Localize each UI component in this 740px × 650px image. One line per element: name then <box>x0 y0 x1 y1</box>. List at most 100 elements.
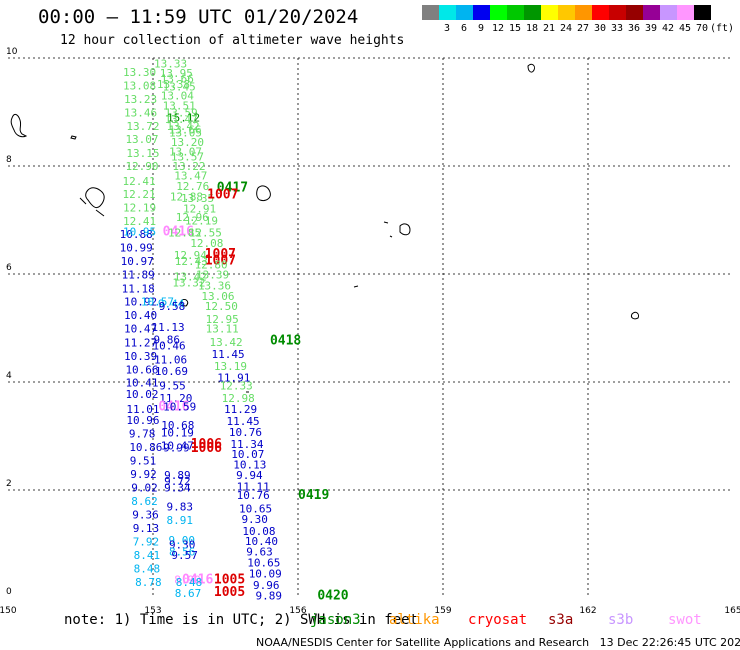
wave-height-label: 13.47 <box>165 113 198 126</box>
credit-stamp: 13 Dec 22:26:45 UTC 2024 <box>599 636 740 649</box>
wave-height-label: 9.57 <box>171 549 198 562</box>
satellite-legend-item: jason3 <box>310 612 361 628</box>
wave-height-label: 10.92 <box>124 295 157 308</box>
wave-height-label: 8.62 <box>131 495 158 508</box>
wave-height-label: 9.13 <box>133 522 160 535</box>
wave-height-label: 13.39 <box>196 268 229 281</box>
scale-label: 15 <box>508 23 522 34</box>
wave-height-label: 12.41 <box>123 175 156 188</box>
scale-label: 39 <box>644 23 658 34</box>
scale-swatch <box>575 5 592 20</box>
scale-label: 27 <box>576 23 590 34</box>
wave-height-label: 9.89 <box>164 469 191 482</box>
pass-time-label: 0416 <box>158 400 189 415</box>
wave-height-label: 8.48 <box>134 563 161 576</box>
island-mid-small <box>180 285 359 393</box>
wave-height-label: 8.67 <box>175 587 202 600</box>
wave-height-label: 10.57 <box>141 295 174 308</box>
wave-height-label: 10.19 <box>161 427 194 440</box>
wave-height-label: 10.46 <box>153 340 186 353</box>
pass-time-label: 0418 <box>270 334 301 349</box>
lat-tick-label: 0 <box>6 587 12 597</box>
wave-height-label: 12.85 <box>168 227 201 240</box>
lon-tick-label: 159 <box>434 606 451 616</box>
wave-height-label: 10.47 <box>124 322 157 335</box>
wave-height-label: 12.88 <box>170 191 203 204</box>
wave-height-label: 13.30 <box>123 66 156 79</box>
scale-swatch <box>439 5 456 20</box>
wave-height-label: 13.42 <box>174 270 207 283</box>
wave-height-label: 13.22 <box>172 160 205 173</box>
wave-height-label: 13.66 <box>161 72 194 85</box>
pass-time-label: 1006 <box>191 441 222 456</box>
wave-height-label: 11.11 <box>237 481 270 494</box>
wave-height-label: 13.42 <box>210 336 243 349</box>
wave-height-label: 9.63 <box>246 545 272 558</box>
wave-height-label: 12.08 <box>190 237 223 250</box>
scale-swatch <box>456 5 473 20</box>
satellite-legend-item: s3b <box>608 612 634 628</box>
wave-height-label: 13.42 <box>167 120 200 133</box>
lon-tick-label: 162 <box>579 606 596 616</box>
wave-height-label: 12.94 <box>174 249 207 262</box>
wave-height-label: 13.33 <box>154 58 187 71</box>
wave-height-label: 9.94 <box>236 469 263 482</box>
wave-height-label: 13.06 <box>201 290 234 303</box>
scale-swatch <box>524 5 541 20</box>
wave-height-label: 9.36 <box>132 509 159 522</box>
wave-height-label: 13.11 <box>206 322 239 335</box>
scale-label: 9 <box>477 23 485 34</box>
scale-swatch <box>626 5 643 20</box>
wave-height-label: 9.86 <box>153 334 180 347</box>
wave-height-label: 15.12 <box>167 112 200 125</box>
scale-swatch <box>592 5 609 20</box>
wave-height-label: 13.19 <box>214 360 247 373</box>
lat-lon-grid: 150 153 156 159 162 165 0 2 4 6 8 10 <box>0 47 740 616</box>
wave-height-label: 10.76 <box>229 426 262 439</box>
wave-height-label: 9.00 <box>168 534 195 547</box>
wave-height-label: 13.32 <box>172 276 205 289</box>
wave-height-label: 13.23 <box>124 93 157 106</box>
wave-height-label: 13.72 <box>126 120 159 133</box>
note-prefix: note: 1) Time is in UTC; 2) SWH is in fe… <box>64 612 419 628</box>
scale-swatch <box>490 5 507 20</box>
wave-height-label: 9.83 <box>167 501 194 514</box>
wave-height-label: 7.92 <box>133 536 160 549</box>
wave-height-label: 12.43 <box>175 255 208 268</box>
wave-height-label: 13.66 <box>168 124 201 137</box>
wave-height-label: 8.91 <box>167 514 194 527</box>
scale-label: 21 <box>542 23 556 34</box>
scale-label: 18 <box>525 23 539 34</box>
wave-height-label: 12.50 <box>205 300 238 313</box>
wave-height-label: 13.07 <box>169 146 202 159</box>
wave-height-label: 10.40 <box>124 309 157 322</box>
lat-tick-label: 10 <box>6 47 18 57</box>
wave-height-label: 12.19 <box>185 214 218 227</box>
wave-height-label: 11.29 <box>224 403 257 416</box>
wave-height-label: 13.15 <box>126 147 159 160</box>
island-new-ireland <box>10 113 28 138</box>
wave-height-label: 9.72 <box>164 475 191 488</box>
wave-height-label: 8.90 <box>174 573 201 586</box>
wave-height-label: 10.41 <box>125 376 158 389</box>
satellite-legend-item: s3a <box>548 612 574 628</box>
wave-height-label: 13.59 <box>165 106 198 119</box>
wave-height-label: 9.55 <box>159 380 186 393</box>
wave-height-label: 12.19 <box>123 201 156 214</box>
wave-height-label: 12.33 <box>220 380 253 393</box>
wave-height-label: 9.89 <box>255 590 282 603</box>
scale-label: 24 <box>559 23 573 34</box>
scale-label: 36 <box>627 23 641 34</box>
map-subtitle: 12 hour collection of altimeter wave hei… <box>60 33 405 48</box>
wave-height-label: 10.47 <box>161 440 194 453</box>
wave-height-label: 11.45 <box>226 415 259 428</box>
wave-height-label: 10.40 <box>245 535 278 548</box>
wave-height-label: 10.39 <box>124 350 157 363</box>
wave-height-label: 13.20 <box>171 136 204 149</box>
satellite-legend-item: altika <box>389 612 440 628</box>
lon-tick-label: 156 <box>289 606 306 616</box>
wave-height-label: 11.91 <box>217 371 250 384</box>
scale-label: 12 <box>491 23 505 34</box>
